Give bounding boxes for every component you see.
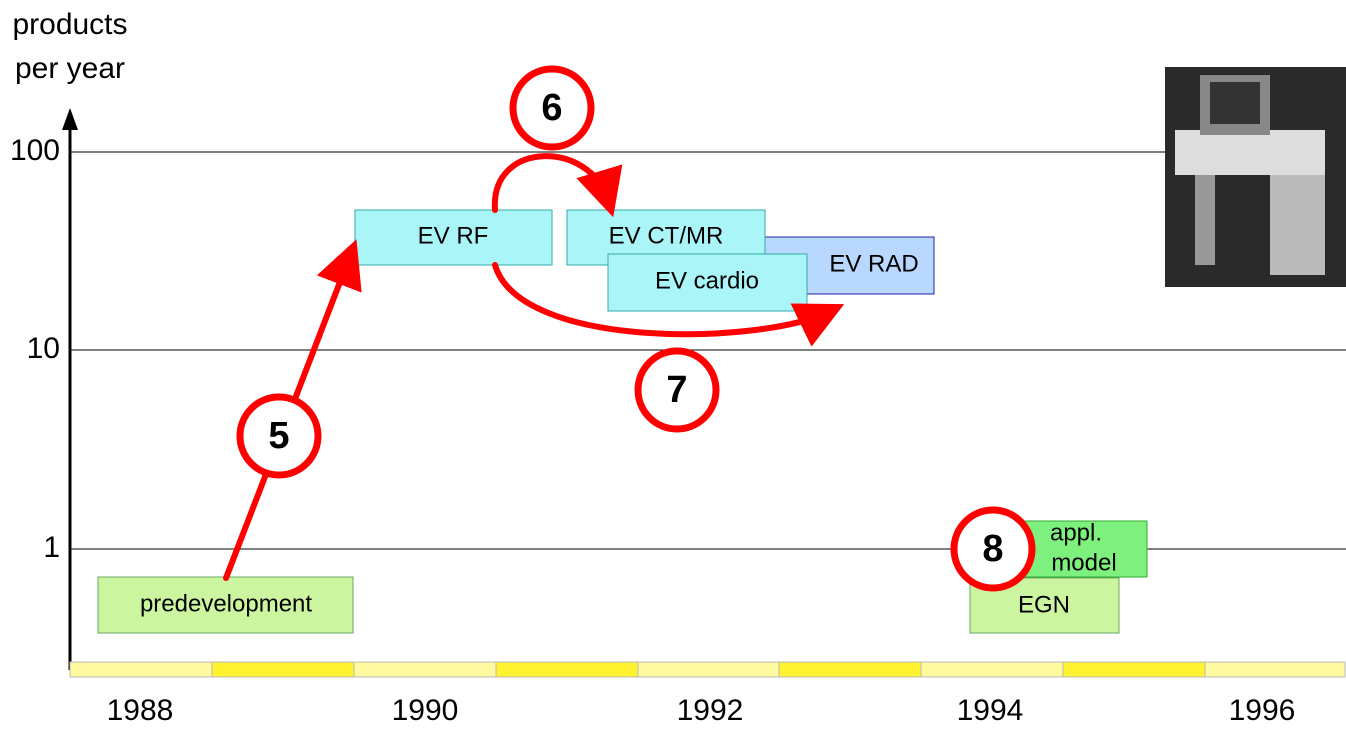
y-tick-label: 100 [10, 134, 60, 167]
box-label: EV RF [418, 222, 489, 249]
box-label: EGN [1018, 591, 1070, 618]
workstation-photo [1165, 67, 1346, 287]
step-circle [634, 347, 720, 433]
box-label: EV CT/MR [609, 222, 724, 249]
box-label: predevelopment [140, 590, 312, 617]
axis-label: per year [15, 52, 125, 85]
axis-arrow [62, 108, 78, 130]
y-tick-label: 1 [43, 531, 60, 564]
year-label: 1988 [107, 694, 174, 727]
step-circle [236, 393, 322, 479]
box-label: EV RAD [829, 250, 918, 277]
step-number: 6 [541, 87, 562, 129]
year-label: 1996 [1229, 694, 1296, 727]
arrow [492, 262, 845, 347]
arrow [491, 153, 623, 218]
step-number: 7 [666, 369, 687, 411]
box [97, 576, 354, 634]
year-label: 1990 [392, 694, 459, 727]
step-number: 5 [268, 415, 289, 457]
box-label: model [1051, 549, 1116, 576]
box [1021, 520, 1148, 578]
step-circle [509, 65, 595, 151]
box [354, 209, 553, 266]
step-number: 8 [982, 528, 1003, 570]
axis-label: products [12, 8, 127, 41]
box [607, 253, 808, 312]
year-label: 1994 [957, 694, 1024, 727]
y-tick-label: 10 [27, 332, 60, 365]
timeline-band [69, 661, 1346, 678]
box-label: appl. [1050, 519, 1102, 546]
year-label: 1992 [677, 694, 744, 727]
box-label: EV cardio [655, 267, 759, 294]
step-circle [950, 506, 1036, 592]
